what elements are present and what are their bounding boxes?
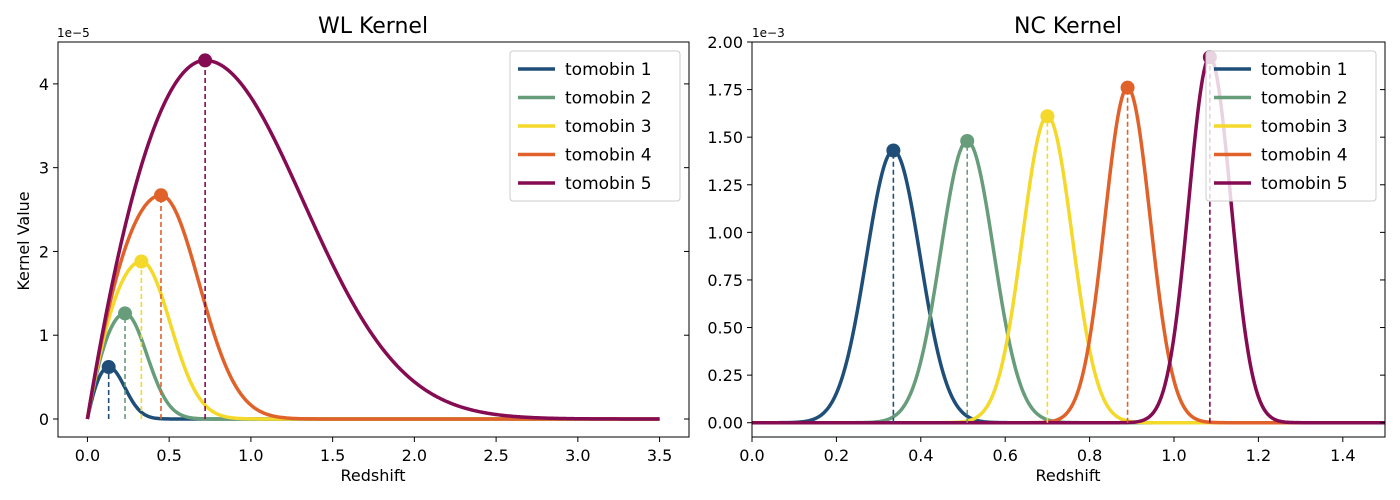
series-line-4 [85, 193, 660, 421]
y-tick-label: 1 [39, 326, 49, 345]
x-tick-label: 2.5 [483, 446, 508, 465]
x-tick-label: 0.5 [156, 446, 181, 465]
peak-marker-4 [1120, 80, 1135, 95]
legend-label-3: tomobin 3 [565, 117, 652, 137]
x-tick-label: 0.4 [908, 446, 933, 465]
x-tick-label: 1.0 [1161, 446, 1186, 465]
legend-label-4: tomobin 4 [1261, 146, 1348, 166]
legend: tomobin 1 tomobin 2 tomobin 3 tomobin 4 tomo… [509, 50, 681, 202]
x-tick-label: 0.0 [75, 446, 100, 465]
x-tick-label: 0.0 [739, 446, 764, 465]
axes-frame [751, 41, 1386, 438]
y-exponent-label: 1e−5 [57, 26, 90, 40]
legend: tomobin 1 tomobin 2 tomobin 3 tomobin 4 tomo… [1205, 50, 1377, 202]
chart-title: WL Kernel [318, 14, 428, 39]
peak-marker-3 [134, 254, 149, 269]
y-tick-label: 3 [39, 159, 49, 178]
legend-label-5: tomobin 5 [1261, 174, 1348, 194]
y-axis-label: Kernel Value [14, 191, 33, 290]
y-tick-label: 1.00 [707, 223, 743, 242]
peak-marker-2 [960, 133, 975, 148]
legend-label-4: tomobin 4 [565, 146, 652, 166]
series-line-5 [85, 58, 660, 421]
legend-label-1: tomobin 1 [1261, 60, 1348, 80]
y-tick-label: 1.50 [707, 128, 743, 147]
legend-label-3: tomobin 3 [1261, 117, 1348, 137]
peak-marker-1 [886, 143, 901, 158]
nc-kernel-panel: NC Kernel 1e−3 Redshift 0.0 0.2 0.4 0.6 0.8 1… [707, 14, 1386, 485]
legend-label-2: tomobin 2 [565, 89, 652, 109]
x-tick-label: 1.5 [320, 446, 345, 465]
x-tick-label: 0.6 [992, 446, 1017, 465]
y-tick-label: 0 [39, 410, 49, 429]
y-tick-label: 0.25 [707, 366, 743, 385]
plot-area [85, 53, 660, 421]
x-tick-label: 3.0 [565, 446, 590, 465]
chart-title: NC Kernel [1014, 14, 1122, 39]
x-tick-label: 3.5 [647, 446, 672, 465]
y-tick-label: 0.75 [707, 271, 743, 290]
y-tick-label: 1.25 [707, 176, 743, 195]
legend-label-1: tomobin 1 [565, 60, 652, 80]
peak-marker-3 [1040, 109, 1055, 124]
legend-label-2: tomobin 2 [1261, 89, 1348, 109]
y-tick-label: 0.50 [707, 319, 743, 338]
wl-kernel-panel: WL Kernel 1e−5 Redshift Kernel Value 0.0… [14, 14, 690, 485]
peak-marker-2 [118, 306, 133, 321]
peak-marker-5 [198, 53, 213, 68]
series-line-3 [85, 259, 660, 421]
y-tick-label: 1.75 [707, 81, 743, 100]
y-tick-label: 2.00 [707, 33, 743, 52]
x-axis-label: Redshift [1036, 466, 1101, 485]
y-tick-label: 4 [39, 75, 49, 94]
series-line-5 [752, 55, 1385, 425]
x-axis-label: Redshift [341, 466, 406, 485]
legend-box [509, 50, 681, 202]
legend-label-5: tomobin 5 [565, 174, 652, 194]
y-tick-label: 0.00 [707, 414, 743, 433]
x-tick-label: 2.0 [402, 446, 427, 465]
y-exponent-label: 1e−3 [752, 26, 785, 40]
legend-box [1205, 50, 1377, 202]
peak-marker-4 [153, 188, 168, 203]
x-tick-label: 0.8 [1077, 446, 1102, 465]
peak-marker-1 [101, 360, 116, 375]
y-tick-label: 2 [39, 242, 49, 261]
x-tick-label: 1.4 [1330, 446, 1355, 465]
x-tick-label: 1.2 [1246, 446, 1271, 465]
x-tick-label: 1.0 [238, 446, 263, 465]
axes-frame [57, 41, 690, 438]
x-tick-label: 0.2 [824, 446, 849, 465]
